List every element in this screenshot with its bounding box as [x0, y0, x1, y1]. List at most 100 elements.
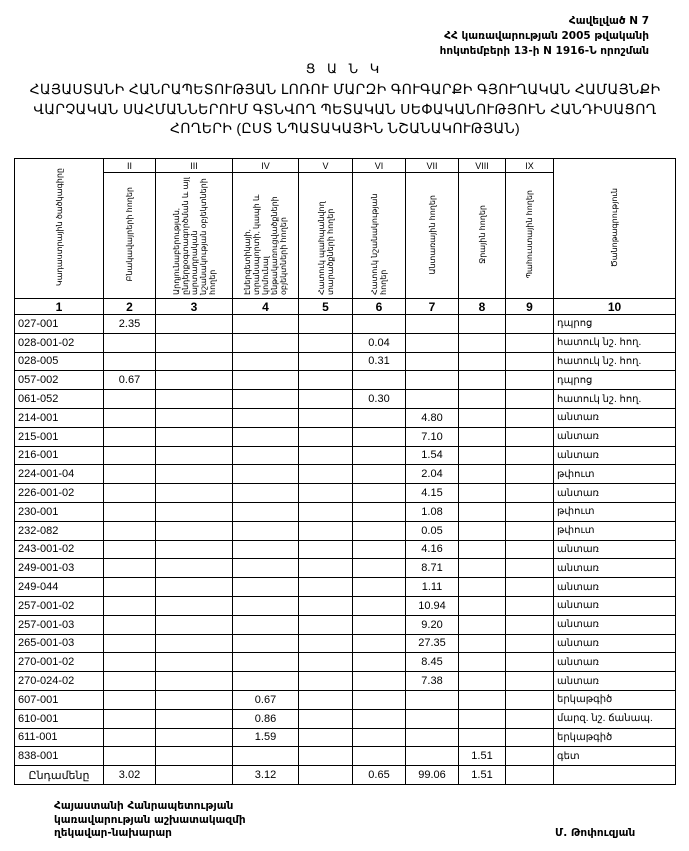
column-header: Ջրային հողեր	[458, 172, 506, 299]
table-row: 215-001 7.10 անտառ	[14, 426, 676, 447]
column-roman-numeral: II	[103, 158, 156, 173]
area-cell	[155, 577, 233, 597]
area-cell	[352, 708, 406, 729]
area-cell: 8.45	[405, 652, 459, 673]
area-cell	[352, 746, 406, 767]
note-cell: անտառ	[553, 407, 676, 428]
area-cell	[505, 351, 554, 372]
signatory-name: Մ. Թոփուզյան	[555, 827, 636, 839]
note-cell: անտառ	[553, 539, 676, 560]
note-cell: հատուկ նշ. հող.	[553, 351, 676, 372]
area-cell	[103, 501, 156, 522]
area-cell	[298, 614, 353, 635]
area-cell	[505, 501, 554, 522]
note-cell: անտառ	[553, 445, 676, 466]
column-roman-numeral: VI	[352, 158, 406, 173]
area-cell	[352, 577, 406, 597]
area-cell	[505, 539, 554, 560]
area-cell	[352, 633, 406, 654]
area-cell: 4.80	[405, 407, 459, 428]
area-cell: 1.54	[405, 445, 459, 466]
area-cell	[232, 314, 299, 334]
area-cell	[505, 332, 554, 353]
area-cell	[103, 520, 156, 541]
area-cell	[155, 407, 233, 428]
area-cell	[103, 389, 156, 409]
area-cell: 9.20	[405, 614, 459, 635]
area-cell	[298, 765, 353, 785]
note-cell: անտառ	[553, 483, 676, 503]
area-cell	[505, 595, 554, 616]
area-cell: 3.12	[232, 765, 299, 785]
signatory-line: կառավարության աշխատակազմի	[54, 813, 246, 826]
note-cell: հատուկ նշ. հող.	[553, 389, 676, 409]
area-cell	[458, 727, 506, 748]
area-cell	[298, 445, 353, 466]
area-cell	[352, 689, 406, 710]
area-cell	[155, 671, 233, 691]
area-cell	[298, 483, 353, 503]
area-cell	[298, 426, 353, 447]
area-cell	[298, 389, 353, 409]
note-cell: հատուկ նշ. հող.	[553, 332, 676, 353]
table-row: 607-001 0.67 երկաթգիծ	[14, 689, 676, 710]
area-cell	[103, 483, 156, 503]
area-cell	[505, 671, 554, 691]
area-cell	[458, 351, 506, 372]
column-header: Անտառային հողեր	[405, 172, 459, 299]
area-cell	[352, 558, 406, 579]
area-cell: 27.35	[405, 633, 459, 654]
area-cell	[505, 652, 554, 673]
area-cell	[458, 595, 506, 616]
signatory-line: ղեկավար-նախարար	[54, 827, 172, 839]
area-cell	[458, 445, 506, 466]
area-cell: 0.67	[232, 689, 299, 710]
area-cell	[458, 577, 506, 597]
table-row: 057-002 0.67 դպրոց	[14, 370, 676, 391]
area-cell	[505, 370, 554, 391]
table-row: 257-001-02 10.94 անտառ	[14, 595, 676, 616]
area-cell: 99.06	[405, 765, 459, 785]
note-cell: անտառ	[553, 426, 676, 447]
area-cell	[352, 370, 406, 391]
area-cell: 0.65	[352, 765, 406, 785]
area-cell	[155, 633, 233, 654]
area-cell	[298, 539, 353, 560]
cadastral-code: 257-001-02	[14, 595, 104, 616]
column-number: 8	[458, 298, 506, 315]
cadastral-code: 607-001	[14, 689, 104, 710]
area-cell	[298, 633, 353, 654]
table-row: 027-001 2.35 դպրոց	[14, 314, 676, 334]
area-cell	[155, 727, 233, 748]
document-title: ՀԱՅԱՍՏԱՆԻ ՀԱՆՐԱՊԵՏՈՒԹՅԱՆ ԼՈՌՈՒ ՄԱՐԶԻ ԳՈՒ…	[20, 80, 670, 139]
area-cell	[405, 332, 459, 353]
area-cell	[405, 314, 459, 334]
area-cell: 4.15	[405, 483, 459, 503]
area-cell	[103, 633, 156, 654]
table-row: 249-044 1.11 անտառ	[14, 577, 676, 597]
area-cell	[352, 445, 406, 466]
area-cell	[352, 595, 406, 616]
area-cell	[352, 464, 406, 485]
column-roman-numeral: VIII	[458, 158, 506, 173]
table-row: 610-001 0.86 մարզ. նշ. ճանապ.	[14, 708, 676, 729]
area-cell	[103, 727, 156, 748]
area-cell	[458, 426, 506, 447]
area-cell	[405, 351, 459, 372]
area-cell	[352, 614, 406, 635]
area-cell	[505, 426, 554, 447]
column-number: 7	[405, 298, 459, 315]
cadastral-code: 249-044	[14, 577, 104, 597]
area-cell	[103, 407, 156, 428]
area-cell	[232, 389, 299, 409]
area-cell	[103, 332, 156, 353]
area-cell	[458, 407, 506, 428]
area-cell	[232, 483, 299, 503]
note-cell: անտառ	[553, 633, 676, 654]
area-cell	[232, 558, 299, 579]
area-cell	[298, 746, 353, 767]
table-row: 249-001-03 8.71 անտառ	[14, 558, 676, 579]
note-cell: անտառ	[553, 558, 676, 579]
column-number: 5	[298, 298, 353, 315]
note-cell: անտառ	[553, 671, 676, 691]
